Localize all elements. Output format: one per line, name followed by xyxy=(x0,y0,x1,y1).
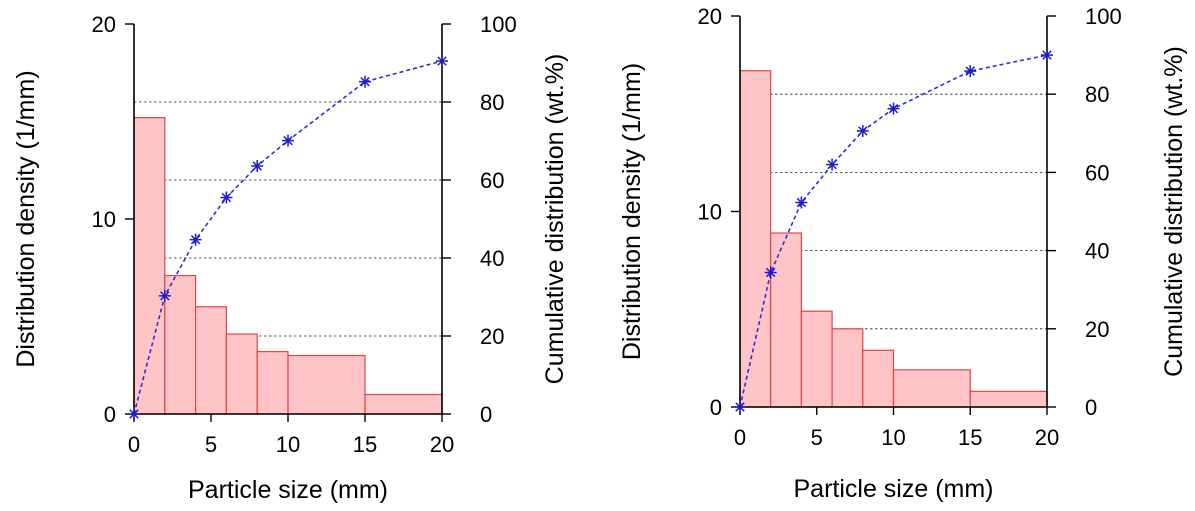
y-tick-label: 0 xyxy=(710,395,722,420)
y2-tick-label: 100 xyxy=(1085,4,1122,29)
density-bar xyxy=(770,232,803,408)
cumulative-marker xyxy=(734,401,746,413)
y2-tick-label: 20 xyxy=(480,324,504,349)
density-bar xyxy=(225,333,258,415)
y-axis-title: Distribution density (1/mm) xyxy=(12,70,40,367)
x-tick-label: 15 xyxy=(958,425,982,450)
y2-tick-label: 60 xyxy=(480,168,504,193)
density-bar xyxy=(287,354,366,415)
y2-axis-title: Cumulative distribution (wt.%) xyxy=(541,54,569,385)
y2-tick-label: 0 xyxy=(1085,395,1097,420)
cumulative-marker xyxy=(964,65,977,78)
density-bar xyxy=(862,349,895,408)
density-bar xyxy=(195,306,228,415)
y2-tick-label: 80 xyxy=(1085,82,1109,107)
density-bar xyxy=(256,351,289,415)
density-bar xyxy=(800,310,833,408)
x-tick-label: 0 xyxy=(128,432,140,457)
x-axis-title: Particle size (mm) xyxy=(188,476,388,504)
x-tick-label: 15 xyxy=(353,432,377,457)
x-tick-label: 10 xyxy=(276,432,300,457)
cumulative-marker xyxy=(158,289,171,302)
y2-tick-label: 100 xyxy=(480,12,517,37)
y2-tick-label: 20 xyxy=(1085,317,1109,342)
cumulative-marker xyxy=(1041,49,1053,62)
y2-tick-label: 40 xyxy=(1085,239,1109,264)
cumulative-marker xyxy=(189,233,202,246)
chart-panel-left: 0 5 10 15 20 0 10 20 0 20 40 60 80 100 Particle size (… xyxy=(12,12,569,504)
x-tick-label: 20 xyxy=(1035,425,1059,450)
density-bar xyxy=(739,70,772,408)
cumulative-marker xyxy=(856,124,869,137)
cumulative-line xyxy=(133,60,443,415)
y-tick-label: 10 xyxy=(92,207,116,232)
cumulative-marker xyxy=(359,75,371,88)
cumulative-marker xyxy=(826,158,839,171)
density-bar xyxy=(969,390,1048,408)
cumulative-marker xyxy=(128,408,140,420)
x-tick-label: 10 xyxy=(881,425,905,450)
y-tick-label: 20 xyxy=(92,12,116,37)
density-bar xyxy=(364,393,443,415)
y2-tick-label: 80 xyxy=(480,90,504,115)
cumulative-marker xyxy=(887,102,900,115)
x-tick-label: 20 xyxy=(430,432,454,457)
cumulative-marker xyxy=(220,191,233,204)
y-tick-label: 0 xyxy=(104,402,116,427)
density-bar xyxy=(831,328,864,408)
cumulative-marker xyxy=(436,55,448,68)
cumulative-line xyxy=(739,54,1048,408)
cumulative-marker xyxy=(764,266,777,279)
y2-axis-title: Cumulative distribution (wt.%) xyxy=(1160,46,1188,377)
density-bar xyxy=(133,116,166,415)
cumulative-marker xyxy=(282,134,294,147)
x-tick-label: 5 xyxy=(811,425,823,450)
y2-tick-label: 60 xyxy=(1085,160,1109,185)
x-axis-title: Particle size (mm) xyxy=(793,475,993,503)
x-tick-label: 5 xyxy=(205,432,217,457)
x-tick-label: 0 xyxy=(734,425,746,450)
y2-tick-label: 40 xyxy=(480,246,504,271)
cumulative-marker xyxy=(795,196,808,209)
y-tick-label: 10 xyxy=(698,200,722,225)
y2-tick-label: 0 xyxy=(480,402,492,427)
chart-panel-right: 0 5 10 15 20 0 10 20 0 20 40 60 80 100 Particle size (… xyxy=(618,4,1188,503)
y-tick-label: 20 xyxy=(698,4,722,29)
cumulative-marker xyxy=(251,159,264,172)
y-axis-title: Distribution density (1/mm) xyxy=(618,63,646,360)
density-bar xyxy=(892,369,971,408)
